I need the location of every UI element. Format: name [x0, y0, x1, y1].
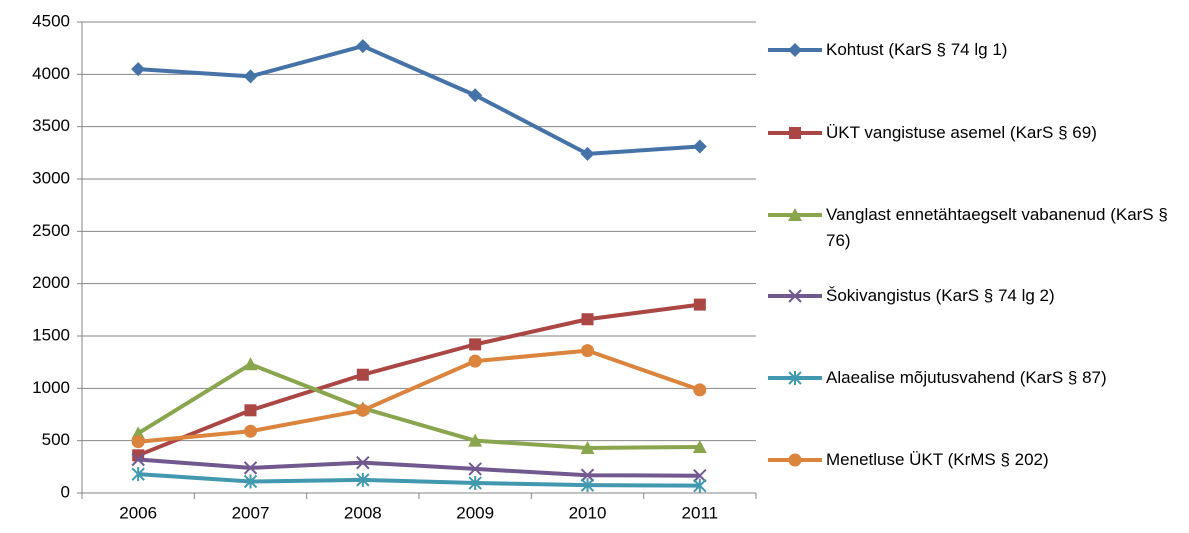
marker	[468, 476, 482, 491]
legend-swatch	[768, 453, 822, 467]
series-line	[137, 302, 701, 458]
marker	[468, 354, 482, 368]
x-tick-label: 2009	[456, 503, 494, 522]
y-tick-label: 1500	[32, 325, 70, 344]
x-tick-label: 2010	[569, 503, 607, 522]
y-tick-label: 0	[61, 482, 70, 501]
marker	[692, 139, 707, 154]
marker	[243, 474, 258, 489]
legend-item: Vanglast ennetähtaegselt vabanenud (KarS…	[766, 202, 1188, 254]
legend-swatch	[768, 371, 822, 385]
marker	[131, 62, 146, 77]
x-tick-label: 2011	[682, 503, 719, 522]
marker	[131, 452, 145, 467]
marker	[580, 440, 595, 454]
y-tick-label: 500	[42, 430, 70, 449]
legend-item: Menetluse ÜKT (KrMS § 202)	[766, 447, 1188, 473]
x-tick-label: 2008	[344, 503, 382, 522]
marker	[580, 146, 595, 161]
legend-item: ÜKT vangistuse asemel (KarS § 69)	[766, 120, 1188, 146]
marker	[788, 453, 802, 467]
marker	[243, 357, 258, 371]
legend-swatch	[768, 43, 822, 57]
marker	[581, 313, 594, 326]
marker	[468, 433, 483, 447]
marker	[789, 127, 801, 139]
series-line	[138, 44, 700, 156]
legend-swatch	[768, 208, 822, 221]
legend-label: Šokivangistus (KarS § 74 lg 2)	[826, 286, 1055, 305]
marker	[580, 478, 595, 493]
marker	[356, 455, 370, 470]
marker	[693, 469, 707, 483]
marker	[131, 467, 145, 482]
marker	[788, 289, 802, 303]
series-line	[137, 348, 701, 444]
marker	[692, 439, 707, 453]
legend-label: Kohtust (KarS § 74 lg 1)	[826, 40, 1008, 59]
marker	[468, 88, 483, 103]
marker	[469, 338, 482, 351]
marker	[244, 404, 257, 417]
y-tick-label: 4500	[32, 11, 70, 30]
legend-swatch	[768, 127, 822, 139]
marker	[788, 371, 802, 385]
marker	[131, 426, 146, 440]
legend-label: ÜKT vangistuse asemel (KarS § 69)	[826, 123, 1097, 142]
legend-item: Alaealise mõjutusvahend (KarS § 87)	[766, 365, 1188, 391]
marker	[788, 43, 802, 57]
marker	[693, 383, 707, 397]
marker	[355, 39, 370, 54]
series-line	[137, 362, 700, 450]
legend-label: Vanglast ennetähtaegselt vabanenud (KarS…	[826, 205, 1168, 250]
y-tick-label: 4000	[32, 64, 70, 83]
series-line	[138, 472, 700, 488]
marker	[356, 368, 369, 381]
y-tick-label: 1000	[32, 378, 70, 397]
series-line	[138, 457, 700, 478]
marker	[788, 208, 802, 221]
y-tick-label: 2000	[32, 273, 70, 292]
legend-label: Alaealise mõjutusvahend (KarS § 87)	[826, 368, 1107, 387]
marker	[356, 403, 370, 417]
marker	[131, 435, 145, 449]
y-tick-label: 3500	[32, 116, 70, 135]
marker	[243, 461, 258, 475]
marker	[243, 69, 258, 84]
marker	[580, 468, 595, 482]
marker	[468, 462, 482, 476]
marker	[693, 298, 706, 311]
legend-swatch	[768, 289, 822, 303]
x-tick-label: 2007	[232, 503, 270, 522]
marker	[693, 478, 707, 493]
marker	[581, 344, 594, 358]
legend-label: Menetluse ÜKT (KrMS § 202)	[826, 450, 1049, 469]
y-tick-label: 3000	[32, 168, 70, 187]
legend-item: Kohtust (KarS § 74 lg 1)	[766, 37, 1188, 63]
marker	[244, 424, 257, 438]
x-tick-label: 2006	[119, 503, 157, 522]
legend-item: Šokivangistus (KarS § 74 lg 2)	[766, 283, 1188, 309]
y-tick-label: 2500	[32, 221, 70, 240]
marker	[356, 472, 370, 487]
